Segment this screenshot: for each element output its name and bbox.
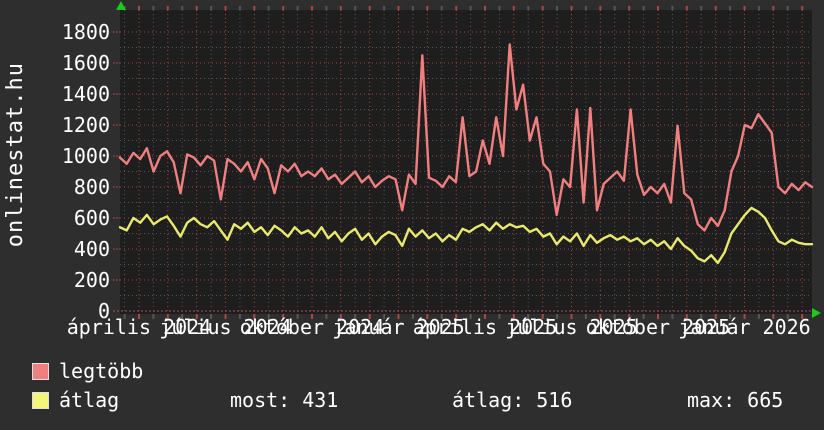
x-tick-label: április 2024: [66, 315, 212, 339]
legend-swatch-atlag-icon: [32, 391, 49, 409]
y-tick-label: 600: [73, 206, 110, 230]
x-tick-label: január 2026: [678, 315, 811, 339]
chart-canvas: [113, 6, 814, 319]
y-tick-label: 400: [73, 237, 110, 261]
x-tick-label: július 2024: [159, 315, 292, 339]
legend-item-atlag: átlag: [32, 389, 119, 411]
stat-most: most: 431: [230, 389, 338, 411]
y-tick-label: 1400: [61, 82, 110, 106]
stat-atlag-value: 516: [536, 388, 573, 412]
stat-max: max: 665: [687, 389, 783, 411]
y-tick-label: 1200: [61, 113, 110, 137]
stat-atlag-label: átlag:: [452, 388, 525, 412]
y-tick-label: 0: [97, 299, 110, 323]
x-tick-label: április 2025: [412, 315, 558, 339]
y-tick-label: 800: [73, 175, 110, 199]
y-tick-label: 200: [73, 268, 110, 292]
x-tick-label: január 2025: [332, 315, 465, 339]
stat-max-label: max:: [687, 388, 736, 412]
x-tick-label: október 2025: [585, 315, 731, 339]
y-tick-label: 1000: [61, 144, 110, 168]
legend-label-legtobb: legtöbb: [59, 359, 144, 383]
y-axis-arrow-icon: [116, 1, 126, 10]
legend-item-legtobb: legtöbb: [32, 360, 143, 382]
series-legtöbb: [118, 43, 814, 232]
stat-most-value: 431: [302, 388, 339, 412]
legend-label-atlag: átlag: [59, 388, 120, 412]
x-tick-label: július 2025: [505, 315, 638, 339]
x-axis-arrow-icon: [812, 308, 821, 318]
legend-swatch-legtobb-icon: [32, 362, 49, 380]
y-tick-label: 1800: [61, 20, 110, 44]
stat-atlag: átlag: 516: [452, 389, 572, 411]
stat-most-label: most:: [230, 388, 291, 412]
stat-max-value: 665: [747, 388, 784, 412]
x-tick-label: október 2024: [239, 315, 385, 339]
y-tick-label: 1600: [61, 51, 110, 75]
series-átlag: [118, 206, 814, 265]
plot-area: [113, 6, 814, 319]
